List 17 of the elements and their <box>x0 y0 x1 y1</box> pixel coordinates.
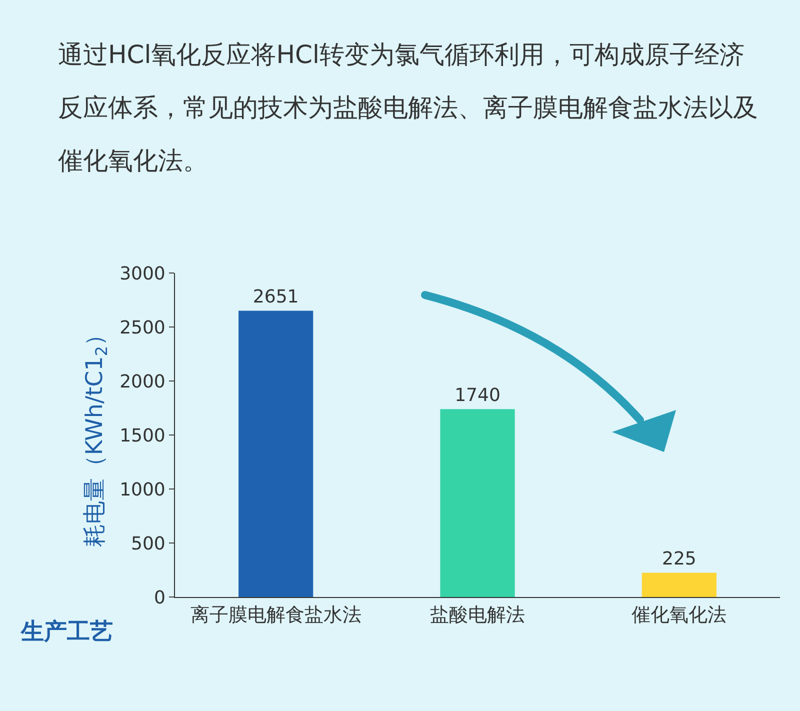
y-tick-label: 1000 <box>120 479 166 500</box>
x-axis-title: 生产工艺 <box>20 619 113 645</box>
x-tick-label: 盐酸电解法 <box>430 604 525 626</box>
y-tick-label: 1500 <box>120 425 166 446</box>
x-tick-label: 离子膜电解食盐水法 <box>190 604 362 626</box>
y-tick-label: 3000 <box>120 263 166 284</box>
y-tick-label: 500 <box>131 533 166 554</box>
y-tick-label: 2500 <box>120 317 166 338</box>
x-tick-label: 催化氧化法 <box>632 604 727 626</box>
data-label: 225 <box>662 548 696 570</box>
y-tick-label: 2000 <box>120 371 166 392</box>
data-label: 2651 <box>252 286 299 308</box>
y-tick-label: 0 <box>154 587 166 608</box>
bar <box>642 572 716 597</box>
bar <box>238 310 314 597</box>
chart-title: 通过HCl氧化反应将HCl转变为氯气循环利用，可构成原子经济反应体系，常见的技术为盐酸电解法、离子膜电解食盐水法以及催化氧化法。 <box>58 39 759 177</box>
data-label: 1740 <box>454 385 500 406</box>
